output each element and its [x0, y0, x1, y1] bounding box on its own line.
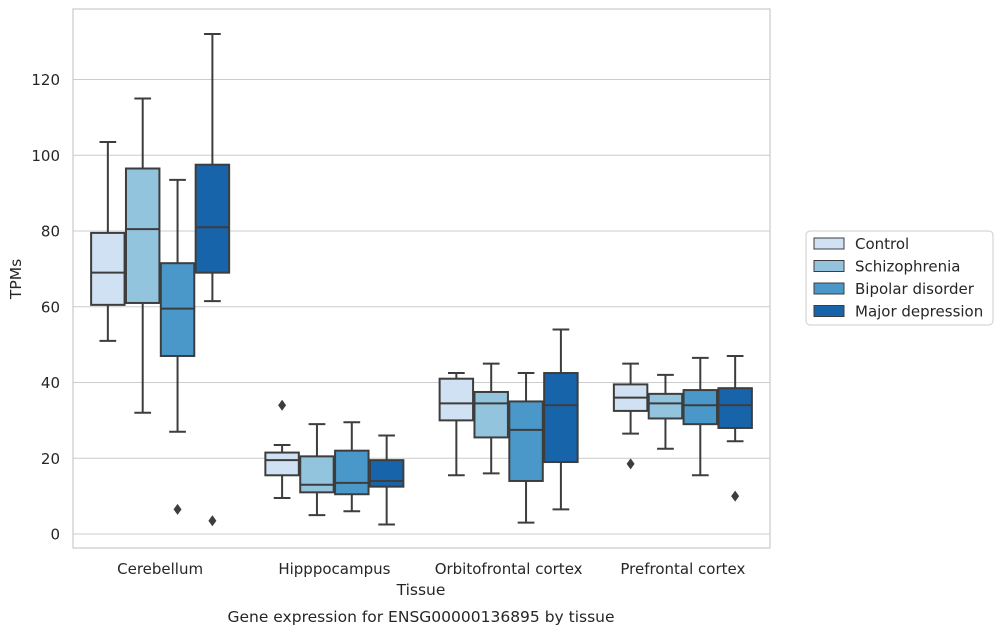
- outlier-point: [626, 458, 635, 470]
- box-iqr: [368, 459, 405, 488]
- box-iqr: [299, 455, 335, 494]
- box-iqr: [543, 372, 579, 464]
- box-iqr: [264, 451, 300, 477]
- y-tick-label: 20: [41, 450, 60, 468]
- legend-swatch: [813, 305, 845, 317]
- legend-label: Control: [855, 235, 909, 253]
- legend-items: Control Schizophrenia Bipolar disorder Majo…: [813, 235, 983, 321]
- box-schizophrenia: [124, 97, 161, 414]
- box-iqr: [124, 167, 161, 304]
- outlier-point: [731, 490, 740, 502]
- box-major-depression: [368, 434, 405, 526]
- box-major-depression: [194, 33, 231, 527]
- legend-frame: [805, 230, 994, 326]
- box-control: [90, 140, 126, 342]
- y-tick-labels: 0 20 40 60 80 100 120: [31, 71, 60, 544]
- box-iqr: [473, 390, 509, 439]
- box-major-depression: [543, 328, 579, 511]
- y-tick-label: 120: [31, 71, 60, 89]
- outlier-point: [173, 503, 182, 515]
- plot-frame: [72, 8, 771, 549]
- box-groups: [90, 33, 753, 527]
- legend-label: Schizophrenia: [855, 258, 960, 276]
- box-bipolar-disorder: [159, 178, 196, 515]
- box-major-depression: [717, 354, 753, 502]
- outlier-point: [278, 399, 287, 411]
- y-axis-label: TPMs: [7, 259, 25, 300]
- box-iqr: [717, 387, 753, 429]
- legend-label: Major depression: [855, 303, 983, 321]
- box-schizophrenia: [299, 423, 335, 517]
- box-control: [438, 372, 475, 477]
- y-tick-label: 0: [50, 526, 60, 544]
- box-bipolar-disorder: [508, 372, 544, 524]
- x-tick-label: Hipppocampus: [278, 560, 390, 578]
- box-iqr: [90, 231, 126, 306]
- y-tick-label: 60: [41, 298, 60, 316]
- y-tick-label: 80: [41, 223, 60, 241]
- x-tick-label: Cerebellum: [117, 560, 203, 578]
- box-schizophrenia: [647, 373, 684, 450]
- box-iqr: [194, 163, 231, 274]
- box-iqr: [682, 389, 719, 426]
- legend: Control Schizophrenia Bipolar disorder Majo…: [805, 230, 994, 326]
- box-bipolar-disorder: [682, 356, 719, 477]
- legend-swatch: [813, 282, 845, 295]
- legend-swatch: [813, 237, 845, 250]
- x-tick-labels: Cerebellum Hipppocampus Orbitofrontal cort…: [117, 560, 745, 578]
- x-tick-label: Prefrontal cortex: [620, 560, 745, 578]
- y-tick-label: 40: [41, 374, 60, 392]
- x-axis-label: Tissue: [396, 581, 446, 599]
- legend-label: Bipolar disorder: [855, 280, 975, 298]
- outlier-point: [208, 515, 217, 527]
- chart-title: Gene expression for ENSG00000136895 by t…: [227, 608, 614, 626]
- box-iqr: [647, 392, 684, 420]
- box-bipolar-disorder: [334, 421, 370, 513]
- legend-swatch: [813, 260, 845, 272]
- box-control: [264, 399, 300, 500]
- y-tick-label: 100: [31, 147, 60, 165]
- box-iqr: [334, 449, 370, 496]
- box-iqr: [438, 377, 475, 422]
- x-tick-label: Orbitofrontal cortex: [435, 560, 583, 578]
- box-control: [612, 362, 649, 470]
- box-iqr: [508, 400, 544, 482]
- box-schizophrenia: [473, 362, 509, 475]
